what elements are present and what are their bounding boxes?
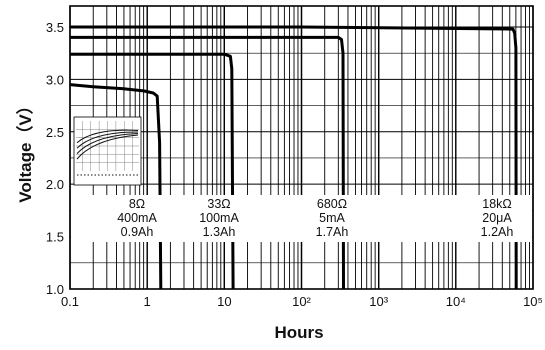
annotation-load: 18kΩ	[482, 197, 512, 211]
y-tick-label: 2.5	[46, 125, 64, 140]
y-tick-label: 2.0	[46, 177, 64, 192]
x-tick-label: 0.1	[61, 294, 79, 309]
annotation-current: 5mA	[319, 211, 345, 225]
series-line-4	[70, 25, 518, 290]
inset-curve	[76, 134, 139, 160]
annotation-load: 33Ω	[207, 197, 230, 211]
annotation-capacity: 1.2Ah	[481, 225, 514, 239]
y-tick-label: 1.0	[46, 282, 64, 297]
x-tick-label: 10	[217, 294, 231, 309]
y-tick-label: 3.0	[46, 72, 64, 87]
series-lines	[69, 25, 518, 290]
x-tick-label: 10³	[369, 294, 388, 309]
inset-curve	[76, 131, 139, 149]
y-tick-label: 1.5	[46, 230, 64, 245]
x-axis-title: Hours	[274, 323, 323, 342]
annotation-load: 680Ω	[317, 197, 347, 211]
series-line-2	[70, 52, 235, 290]
annotation-capacity: 1.3Ah	[203, 225, 236, 239]
plot-frame	[69, 5, 534, 290]
inset-thumbnail	[73, 116, 142, 186]
y-tick-label: 3.5	[46, 20, 64, 35]
y-axis-title: Voltage（V）	[15, 97, 35, 202]
annotation-current: 20μA	[482, 211, 512, 225]
inset-curve	[76, 133, 139, 154]
annotation-current: 100mA	[199, 211, 239, 225]
annotation-capacity: 1.7Ah	[316, 225, 349, 239]
x-tick-label: 10⁵	[523, 294, 543, 309]
annotation-current: 400mA	[117, 211, 157, 225]
x-tick-label: 1	[144, 294, 151, 309]
x-tick-label: 10⁴	[446, 294, 466, 309]
x-tick-label: 10²	[292, 294, 311, 309]
annotation-load: 8Ω	[129, 197, 145, 211]
annotation-band	[71, 195, 532, 242]
inset-curve	[76, 129, 139, 144]
series-line-1	[69, 83, 163, 290]
series-line-3	[70, 35, 345, 290]
tick-labels: 0.1 1 10 10² 10³ 10⁴ 10⁵ 1.0 1.5 2.0 2.5 3.0 3.5	[46, 20, 543, 309]
annotation-capacity: 0.9Ah	[121, 225, 154, 239]
